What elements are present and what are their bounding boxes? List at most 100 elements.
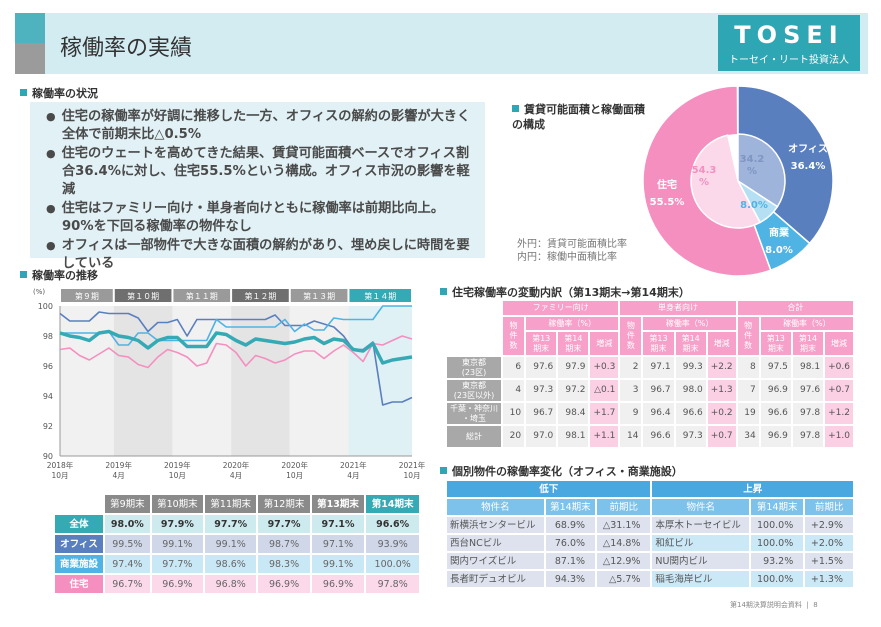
row-label: 住宅 (55, 575, 103, 593)
x-tick-label: 10月 (286, 471, 303, 480)
cell: +1.5% (805, 553, 853, 569)
cell: 96.7% (105, 575, 150, 593)
row-label: 全体 (55, 515, 103, 533)
cell: 96.6% (366, 515, 419, 533)
x-tick-label: 2019年 (164, 460, 191, 470)
table-row: 長者町デュオビル 94.3% △5.7% 稲毛海岸ビル 100.0% +1.3% (447, 571, 853, 587)
column-header: 第14期末 (545, 499, 596, 515)
cell: 96.9 (760, 426, 791, 447)
cell: 97.4% (105, 555, 150, 573)
column-header: 第13期末 (760, 332, 791, 355)
cell: 99.1% (205, 535, 257, 553)
cell: 14 (620, 426, 642, 447)
property-name: 長者町デュオビル (447, 571, 544, 587)
x-tick-label: 2021年 (340, 460, 367, 470)
period-label: 第１３期 (303, 291, 335, 301)
cell: 97.8 (792, 403, 824, 424)
bullet: 住宅のウェートを高めてきた結果、賃貸可能面積ベースでオフィス割合36.4%に対し… (40, 145, 475, 199)
outer-value: 36.4% (791, 161, 826, 172)
outer-label: 商業 (769, 226, 790, 239)
cell: 97.6 (526, 357, 557, 378)
group-header: 合計 (737, 301, 853, 315)
status-bullets: 住宅の稼働率が好調に推移した一方、オフィスの解約の影響が大きく全体で前期末比△0… (30, 102, 485, 271)
residential-breakdown-table: ファミリー向け 単身者向け 合計 物件数 稼働率（%） 物件数 稼働率（%） 物件数 稼働率（%… (445, 299, 855, 449)
table-row: 西台NCビル 76.0% △14.8% 和紅ビル 100.0% +2.0% (447, 535, 853, 551)
cell: 97.8% (366, 575, 419, 593)
column-header: 物件数 (620, 317, 642, 355)
cell: △12.9% (597, 553, 651, 569)
cell: 97.5 (760, 357, 791, 378)
blank (447, 301, 501, 355)
cell: 97.8 (792, 426, 824, 447)
cell: 87.1% (545, 553, 596, 569)
column-header: 第14期末 (366, 495, 419, 513)
y-tick-label: 94 (43, 392, 53, 401)
cell: 100.0% (751, 571, 804, 587)
column-header: 第14期末 (792, 332, 824, 355)
period-header (232, 289, 289, 302)
x-tick-label: 10月 (403, 471, 420, 480)
note-inner: 内円：稼働中面積比率 (517, 252, 617, 263)
y-tick-label: 98 (43, 332, 53, 341)
column-header: 第14期末 (558, 332, 589, 355)
table-row: 住宅 96.7% 96.9% 96.8% 96.9% 96.9% 97.8% (55, 575, 419, 593)
column-header: 第12期末 (258, 495, 310, 513)
x-tick-label: 2020年 (281, 460, 308, 470)
composition-heading: 賃貸可能面積と稼働面積の構成 (512, 103, 645, 131)
cell: 98.1 (792, 357, 824, 378)
outer-label: オフィス (788, 143, 828, 155)
cell: 7 (737, 380, 759, 401)
row-label: 千葉・神奈川 ・埼玉 (447, 403, 501, 424)
sub-header: 稼働率（%） (643, 317, 736, 330)
cell: 76.0% (545, 535, 596, 551)
column-header: 前期比 (597, 499, 651, 515)
y-tick-label: 96 (43, 362, 53, 371)
table-row: 第13期末 第14期末 増減 第13期末 第14期末 増減 第13期末 第14期末 増減 (447, 332, 853, 355)
cell: 99.1% (311, 555, 365, 573)
cell: 98.6% (205, 555, 257, 573)
table-row: 低下 上昇 (447, 481, 853, 497)
cell: 96.4 (643, 403, 674, 424)
cell: 98.7% (258, 535, 310, 553)
column-header: 第14期末 (675, 332, 706, 355)
x-tick-label: 4月 (113, 471, 125, 480)
series-line-retail (60, 305, 412, 346)
property-name: 関内ワイズビル (447, 553, 544, 569)
cell: 8 (737, 357, 759, 378)
group-header: 単身者向け (620, 301, 736, 315)
cell: +2.2 (707, 357, 736, 378)
table-row: 関内ワイズビル 87.1% △12.9% NU関内ビル 93.2% +1.5% (447, 553, 853, 569)
cell: 97.7% (205, 515, 257, 533)
series-line-total (59, 329, 413, 365)
cell: 96.9 (760, 380, 791, 401)
column-header: 増減 (707, 332, 736, 355)
period-header (61, 289, 113, 302)
period-band (231, 306, 290, 456)
table-row: 物件名 第14期末 前期比 物件名 第14期末 前期比 (447, 499, 853, 515)
cell: 98.0 (675, 380, 706, 401)
cell: +0.6 (825, 357, 853, 378)
property-name: 新横浜センタービル (447, 517, 544, 533)
column-header: 第14期末 (751, 499, 804, 515)
row-label: 商業施設 (55, 555, 103, 573)
row-label: オフィス (55, 535, 103, 553)
cell: 96.6 (675, 403, 706, 424)
period-label: 第１０期 (127, 291, 159, 301)
occupancy-summary-table: 第9期末 第10期末 第11期末 第12期末 第13期末 第14期末 全体 98.0% 97.9… (53, 493, 421, 595)
property-name: NU関内ビル (652, 553, 750, 569)
cell: 97.2 (558, 380, 589, 401)
table-row: ファミリー向け 単身者向け 合計 (447, 301, 853, 355)
composition-pie-chart: オフィス 36.4% 商業 8.0% 住宅 55.5% 34.2% 8.0% 54.3% (642, 85, 834, 277)
cell: 97.3 (675, 426, 706, 447)
property-name: 和紅ビル (652, 535, 750, 551)
cell: +2.0% (805, 535, 853, 551)
cell: 97.7% (151, 555, 204, 573)
cell: 98.1 (558, 426, 589, 447)
cell: 68.9% (545, 517, 596, 533)
cell: 20 (503, 426, 525, 447)
cell: 96.9% (258, 575, 310, 593)
cell: +1.3 (707, 380, 736, 401)
group-header: 低下 (447, 481, 651, 497)
cell: 94.3% (545, 571, 596, 587)
x-tick-label: 4月 (230, 471, 242, 480)
